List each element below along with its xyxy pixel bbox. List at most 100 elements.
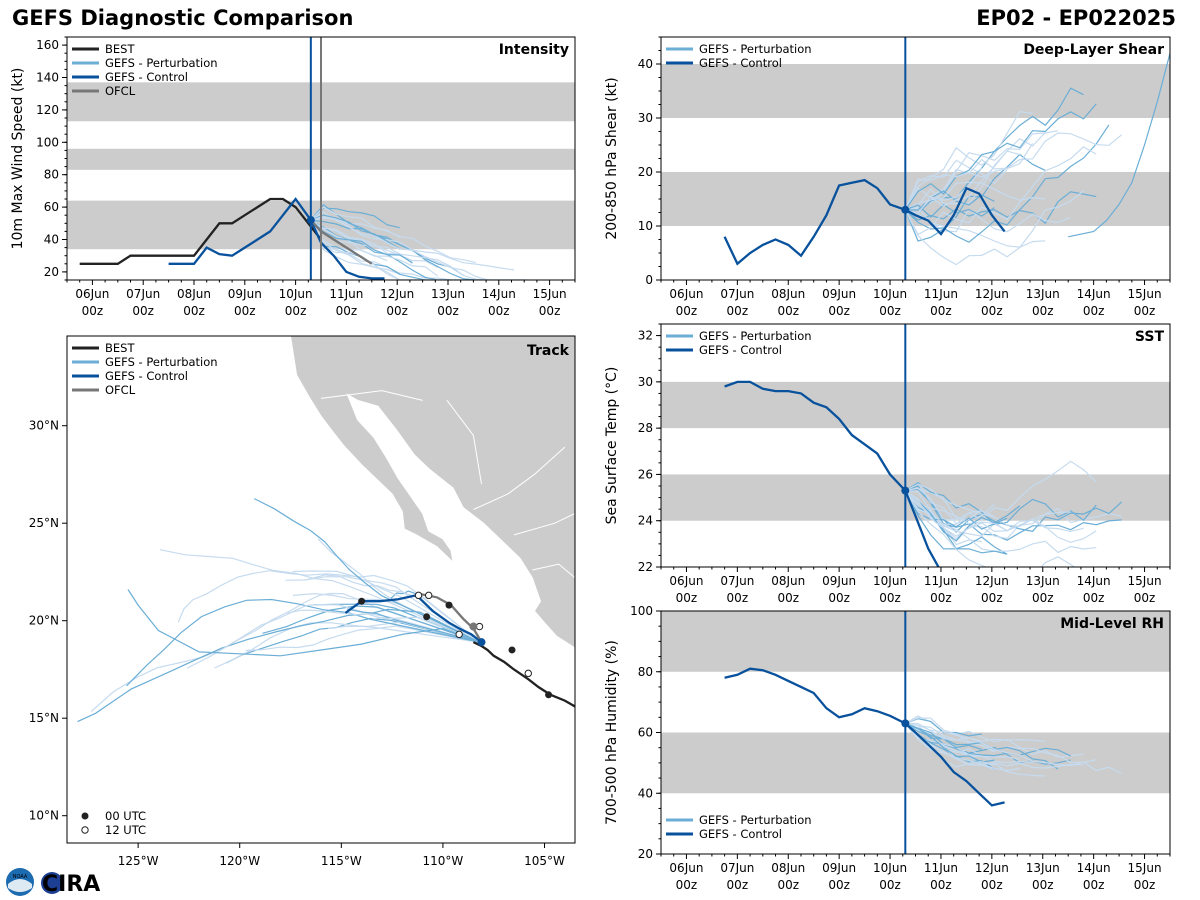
lat-tick-label: 10°N (29, 809, 59, 823)
state-border (532, 563, 575, 579)
y-tick-label: 60 (44, 200, 59, 214)
shear-panel-title: Deep-Layer Shear (1023, 42, 1164, 58)
noaa-logo-label: NOAA (13, 874, 28, 880)
track-line-best (472, 641, 575, 708)
perturbation-member-line (905, 722, 1020, 760)
x-tick-label-day: 07Jun (126, 287, 160, 301)
perturbation-member-line (904, 490, 1021, 542)
intensity-y-axis-label: 10m Max Wind Speed (kt) (10, 68, 26, 250)
legend-marker-12utc (81, 826, 89, 834)
y-tick-label: 100 (36, 135, 59, 149)
x-tick-label-day: 09Jun (822, 287, 856, 301)
x-tick-label-day: 11Jun (924, 287, 958, 301)
x-tick-label-hour: 00z (879, 591, 901, 605)
intensity-band (661, 611, 1170, 672)
y-tick-label: 20 (44, 265, 59, 279)
x-tick-label-hour: 00z (1083, 878, 1105, 892)
series-line-gefs-control (168, 197, 312, 265)
series-line-gefs-control (724, 380, 940, 567)
perturbation-track (177, 570, 480, 643)
track-axes-frame (66, 335, 576, 844)
track-marker-00utc (423, 613, 431, 621)
x-tick-label-hour: 00z (1134, 304, 1156, 318)
legend-label: GEFS - Perturbation (699, 42, 812, 56)
legend-label: OFCL (105, 383, 136, 397)
x-tick-label-day: 06Jun (75, 287, 109, 301)
x-tick-label-day: 12Jun (975, 574, 1009, 588)
x-tick-label-day: 11Jun (329, 287, 363, 301)
perturbation-track (245, 625, 480, 651)
perturbation-member-line (310, 219, 527, 280)
x-tick-label-day: 14Jun (1077, 574, 1111, 588)
perturbation-track (126, 598, 480, 687)
perturbation-member-line (904, 723, 995, 768)
legend-label: BEST (105, 42, 135, 56)
y-tick-label: 20 (638, 165, 653, 179)
track-panel-title: Track (527, 343, 570, 359)
shear-y-axis-label: 200-850 hPa Shear (kt) (604, 77, 620, 239)
perturbation-member-line (310, 219, 451, 280)
x-tick-label-day: 15Jun (1128, 287, 1162, 301)
x-tick-label-day: 11Jun (924, 861, 958, 875)
perturbation-member-line (310, 216, 515, 271)
perturbation-member-line (904, 490, 1071, 532)
perturbation-member-line (904, 190, 1084, 266)
y-tick-label: 80 (44, 168, 59, 182)
y-tick-label: 80 (638, 665, 653, 679)
init-point (901, 486, 910, 495)
lat-tick-label: 20°N (29, 614, 59, 628)
y-tick-label: 24 (638, 514, 653, 528)
x-tick-label-day: 14Jun (1077, 861, 1111, 875)
x-tick-label-day: 12Jun (975, 861, 1009, 875)
perturbation-member-line (310, 203, 489, 280)
x-tick-label-day: 10Jun (873, 574, 907, 588)
y-tick-label: 40 (44, 233, 59, 247)
cira-logo: NOAA CIRA (6, 868, 100, 897)
legend-label: GEFS - Control (699, 56, 782, 70)
x-tick-label-hour: 00z (828, 878, 850, 892)
intensity-band (661, 172, 1170, 226)
x-tick-label-hour: 00z (539, 304, 561, 318)
state-border (446, 400, 483, 485)
lat-tick-label: 15°N (29, 711, 59, 725)
perturbation-member-line (904, 490, 1097, 554)
intensity-panel-title: Intensity (499, 42, 569, 58)
x-tick-label-hour: 00z (285, 304, 307, 318)
y-tick-label: 28 (638, 421, 653, 435)
lon-tick-label: 125°W (118, 854, 159, 868)
x-tick-label-hour: 00z (183, 304, 205, 318)
storm-id: EP02 - EP022025 (976, 6, 1176, 30)
perturbation-track (292, 570, 480, 643)
x-tick-label-hour: 00z (981, 304, 1003, 318)
lon-tick-label: 120°W (219, 854, 260, 868)
x-tick-label-day: 11Jun (924, 574, 958, 588)
rh-y-axis-label: 700-500 hPa Humidity (%) (604, 640, 620, 825)
x-tick-label-day: 08Jun (771, 861, 805, 875)
perturbation-track (186, 603, 480, 669)
track-marker-00utc (508, 646, 516, 654)
sst-axes-frame (660, 323, 1171, 568)
perturbation-member-line (905, 722, 1071, 757)
x-tick-label-day: 12Jun (380, 287, 414, 301)
x-tick-label-hour: 00z (777, 878, 799, 892)
lat-tick-label: 30°N (29, 419, 59, 433)
x-tick-label-day: 14Jun (1077, 287, 1111, 301)
y-tick-label: 60 (638, 726, 653, 740)
perturbation-member-line (904, 103, 1097, 211)
lon-tick-label: 105°W (524, 854, 565, 868)
x-tick-label-hour: 00z (930, 878, 952, 892)
x-tick-label-hour: 00z (82, 304, 104, 318)
x-tick-label-day: 06Jun (669, 287, 703, 301)
perturbation-track (214, 622, 480, 669)
y-tick-label: 120 (36, 103, 59, 117)
x-tick-label-hour: 00z (879, 304, 901, 318)
perturbation-member-line (310, 211, 527, 280)
y-tick-label: 10 (638, 219, 653, 233)
legend-label: GEFS - Perturbation (699, 329, 812, 343)
perturbation-member-line (904, 132, 1046, 211)
legend-label: GEFS - Control (105, 70, 188, 84)
y-tick-label: 26 (638, 467, 653, 481)
x-tick-label-day: 09Jun (228, 287, 262, 301)
x-tick-label-day: 13Jun (1026, 574, 1060, 588)
x-tick-label-hour: 00z (336, 304, 358, 318)
